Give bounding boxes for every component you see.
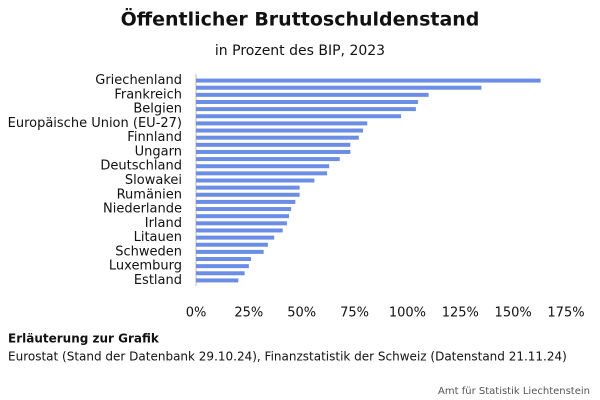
bar [196, 228, 283, 233]
x-tick-label: 75% [340, 306, 369, 321]
bar [196, 107, 416, 112]
y-tick-label: Luxemburg [109, 259, 182, 274]
bar [196, 171, 328, 176]
bar [196, 185, 300, 190]
y-tick-label: Griechenland [95, 73, 182, 88]
note: Eurostat (Stand der Datenbank 29.10.24),… [8, 350, 567, 364]
bar [196, 221, 287, 226]
y-tick-label: Europäische Union (EU-27) [8, 116, 182, 131]
source: Amt für Statistik Liechtenstein [438, 386, 590, 397]
y-tick-label: Slowakei [125, 173, 182, 188]
y-tick-label: Deutschland [100, 159, 182, 174]
y-tick-label: Finnland [127, 130, 182, 145]
bar [196, 199, 296, 204]
y-tick-label: Ungarn [135, 144, 182, 159]
x-tick-label: 100% [389, 306, 426, 321]
y-tick-label: Belgien [133, 102, 182, 117]
bar [196, 121, 368, 126]
x-tick-label: 0% [186, 306, 207, 321]
bar [196, 242, 268, 247]
bar [196, 149, 351, 154]
bar [196, 207, 292, 212]
bar [196, 85, 482, 90]
bar [196, 192, 300, 197]
y-tick-label: Litauen [134, 230, 182, 245]
bar [196, 278, 239, 283]
x-tick-label: 125% [442, 306, 479, 321]
bar [196, 178, 315, 183]
bar [196, 249, 264, 254]
bar [196, 264, 249, 269]
bar [196, 92, 429, 97]
x-tick-label: 150% [495, 306, 532, 321]
bar [196, 214, 290, 219]
chart-subtitle: in Prozent des BIP, 2023 [215, 43, 385, 59]
bar [196, 157, 340, 162]
bar [196, 235, 275, 240]
bar [196, 164, 330, 169]
bar [196, 78, 541, 83]
bar [196, 114, 402, 119]
y-tick-label: Schweden [115, 244, 182, 259]
y-tick-label: Estland [134, 273, 182, 288]
bar [196, 271, 245, 276]
bar [196, 99, 418, 104]
y-tick-label: Niederlande [103, 202, 182, 217]
x-tick-label: 25% [234, 306, 263, 321]
bar [196, 257, 251, 262]
y-tick-label: Frankreich [114, 87, 182, 102]
bar [196, 128, 364, 133]
bar [196, 142, 351, 147]
x-tick-label: 50% [287, 306, 316, 321]
y-tick-label: Irland [145, 216, 182, 231]
y-tick-label: Rumänien [117, 187, 182, 202]
chart-title: Öffentlicher Bruttoschuldenstand [121, 7, 480, 31]
bar [196, 135, 359, 140]
note-title: Erläuterung zur Grafik [8, 332, 160, 346]
x-tick-label: 175% [547, 306, 584, 321]
